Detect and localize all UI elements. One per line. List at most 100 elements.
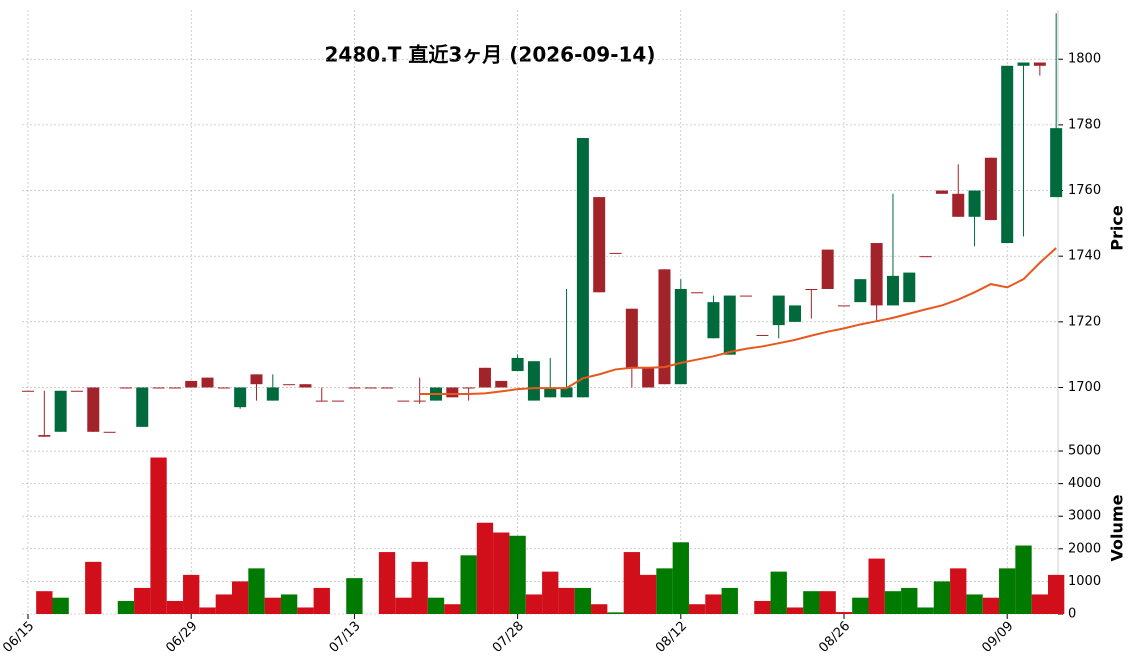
candle-body: [234, 387, 247, 408]
volume-bar: [672, 542, 689, 614]
x-tick-label: 09/09: [979, 619, 1016, 656]
volume-bar: [558, 587, 575, 614]
candle-body: [707, 302, 720, 339]
x-tick-label: 08/26: [816, 619, 853, 656]
volume-bar: [1015, 545, 1032, 614]
volume-bar: [999, 568, 1016, 614]
y-tick-label: 1700: [1068, 380, 1101, 395]
y-tick-label: 3000: [1068, 509, 1101, 524]
volume-bar: [264, 597, 281, 614]
candle-body: [838, 305, 850, 307]
candle-body: [854, 279, 867, 303]
candle-body: [54, 390, 67, 432]
y-tick-label: 2000: [1068, 541, 1101, 556]
candle-body: [691, 292, 704, 294]
y-tick-label: 1000: [1068, 574, 1101, 589]
candle-body: [152, 387, 165, 389]
candle-body: [609, 252, 622, 254]
candle-body: [397, 400, 410, 402]
volume-bar: [85, 561, 102, 614]
x-tick-label: 07/13: [327, 619, 364, 656]
volume-bar: [150, 457, 167, 614]
candle-body: [168, 387, 181, 389]
volume-bar: [982, 597, 1000, 614]
x-tick-label: 06/29: [163, 619, 200, 656]
y-axis-label: Volume: [1108, 494, 1127, 561]
y-tick-label: 1800: [1068, 52, 1101, 67]
candle-body: [919, 256, 932, 258]
volume-bar: [411, 561, 428, 614]
candle-body: [250, 374, 263, 385]
candle-body: [903, 272, 916, 303]
y-tick-label: 1740: [1068, 249, 1101, 264]
candle-body: [1050, 128, 1063, 198]
volume-bar: [835, 612, 853, 614]
candle-body: [772, 295, 785, 326]
volume-bar: [460, 555, 477, 614]
volume-bar: [215, 594, 232, 614]
candle-body: [544, 387, 557, 398]
volume-bar: [803, 591, 820, 614]
volume-bar: [688, 604, 706, 614]
y-tick-label: 1780: [1068, 117, 1101, 132]
candle-body: [560, 387, 573, 398]
volume-bar: [1031, 594, 1048, 614]
candle-body: [674, 289, 687, 385]
y-tick-label: 0: [1068, 607, 1076, 622]
volume-bar: [754, 600, 771, 614]
volume-bar: [933, 581, 951, 614]
volume-bar: [346, 578, 363, 614]
candle-body: [658, 269, 671, 385]
candle-body: [413, 400, 426, 402]
x-tick-label: 06/15: [0, 619, 37, 656]
candle-body: [527, 361, 540, 401]
candle-body: [593, 197, 606, 293]
candle-body: [495, 380, 508, 388]
volume-bar: [623, 552, 640, 614]
y-tick-label: 1720: [1068, 314, 1101, 329]
volume-bar: [493, 532, 510, 614]
candle-body: [1033, 62, 1046, 66]
volume-bar: [786, 607, 804, 614]
volume-bar: [232, 581, 249, 614]
candle-body: [740, 295, 753, 297]
candle-body: [348, 387, 361, 389]
candle-body: [364, 387, 377, 389]
candle-body: [266, 387, 279, 401]
volume-bar: [199, 607, 216, 614]
volume-bar: [166, 600, 184, 614]
volume-bar: [297, 607, 314, 614]
volume-bar: [444, 604, 461, 614]
candle-body: [478, 367, 491, 388]
candle-body: [283, 384, 296, 386]
y-axis-label: Price: [1108, 205, 1127, 251]
volume-bar: [117, 600, 135, 614]
candle-body: [886, 275, 899, 306]
candle-body: [136, 387, 149, 427]
volume-bar: [852, 597, 869, 614]
candle-body: [217, 387, 230, 389]
candle-body: [87, 387, 100, 432]
volume-bar: [966, 594, 983, 614]
candle-body: [805, 289, 818, 291]
volume-bar: [819, 591, 836, 614]
candle-body: [70, 390, 83, 392]
volume-bar: [640, 574, 657, 614]
volume-bar: [542, 571, 559, 614]
volume-bar: [917, 607, 934, 614]
y-tick-label: 4000: [1068, 476, 1101, 491]
candle-body: [789, 305, 802, 322]
candle-body: [446, 387, 459, 398]
volume-bar: [52, 597, 69, 614]
candle-body: [38, 435, 51, 437]
volume-bar: [476, 522, 494, 614]
candle-body: [103, 431, 116, 433]
candle-body: [315, 400, 328, 402]
candle-body: [381, 387, 394, 389]
volume-bar: [901, 587, 918, 614]
volume-bar: [36, 591, 53, 614]
candle-body: [332, 400, 345, 402]
volume-bar: [721, 587, 738, 614]
volume-bar: [525, 594, 543, 614]
